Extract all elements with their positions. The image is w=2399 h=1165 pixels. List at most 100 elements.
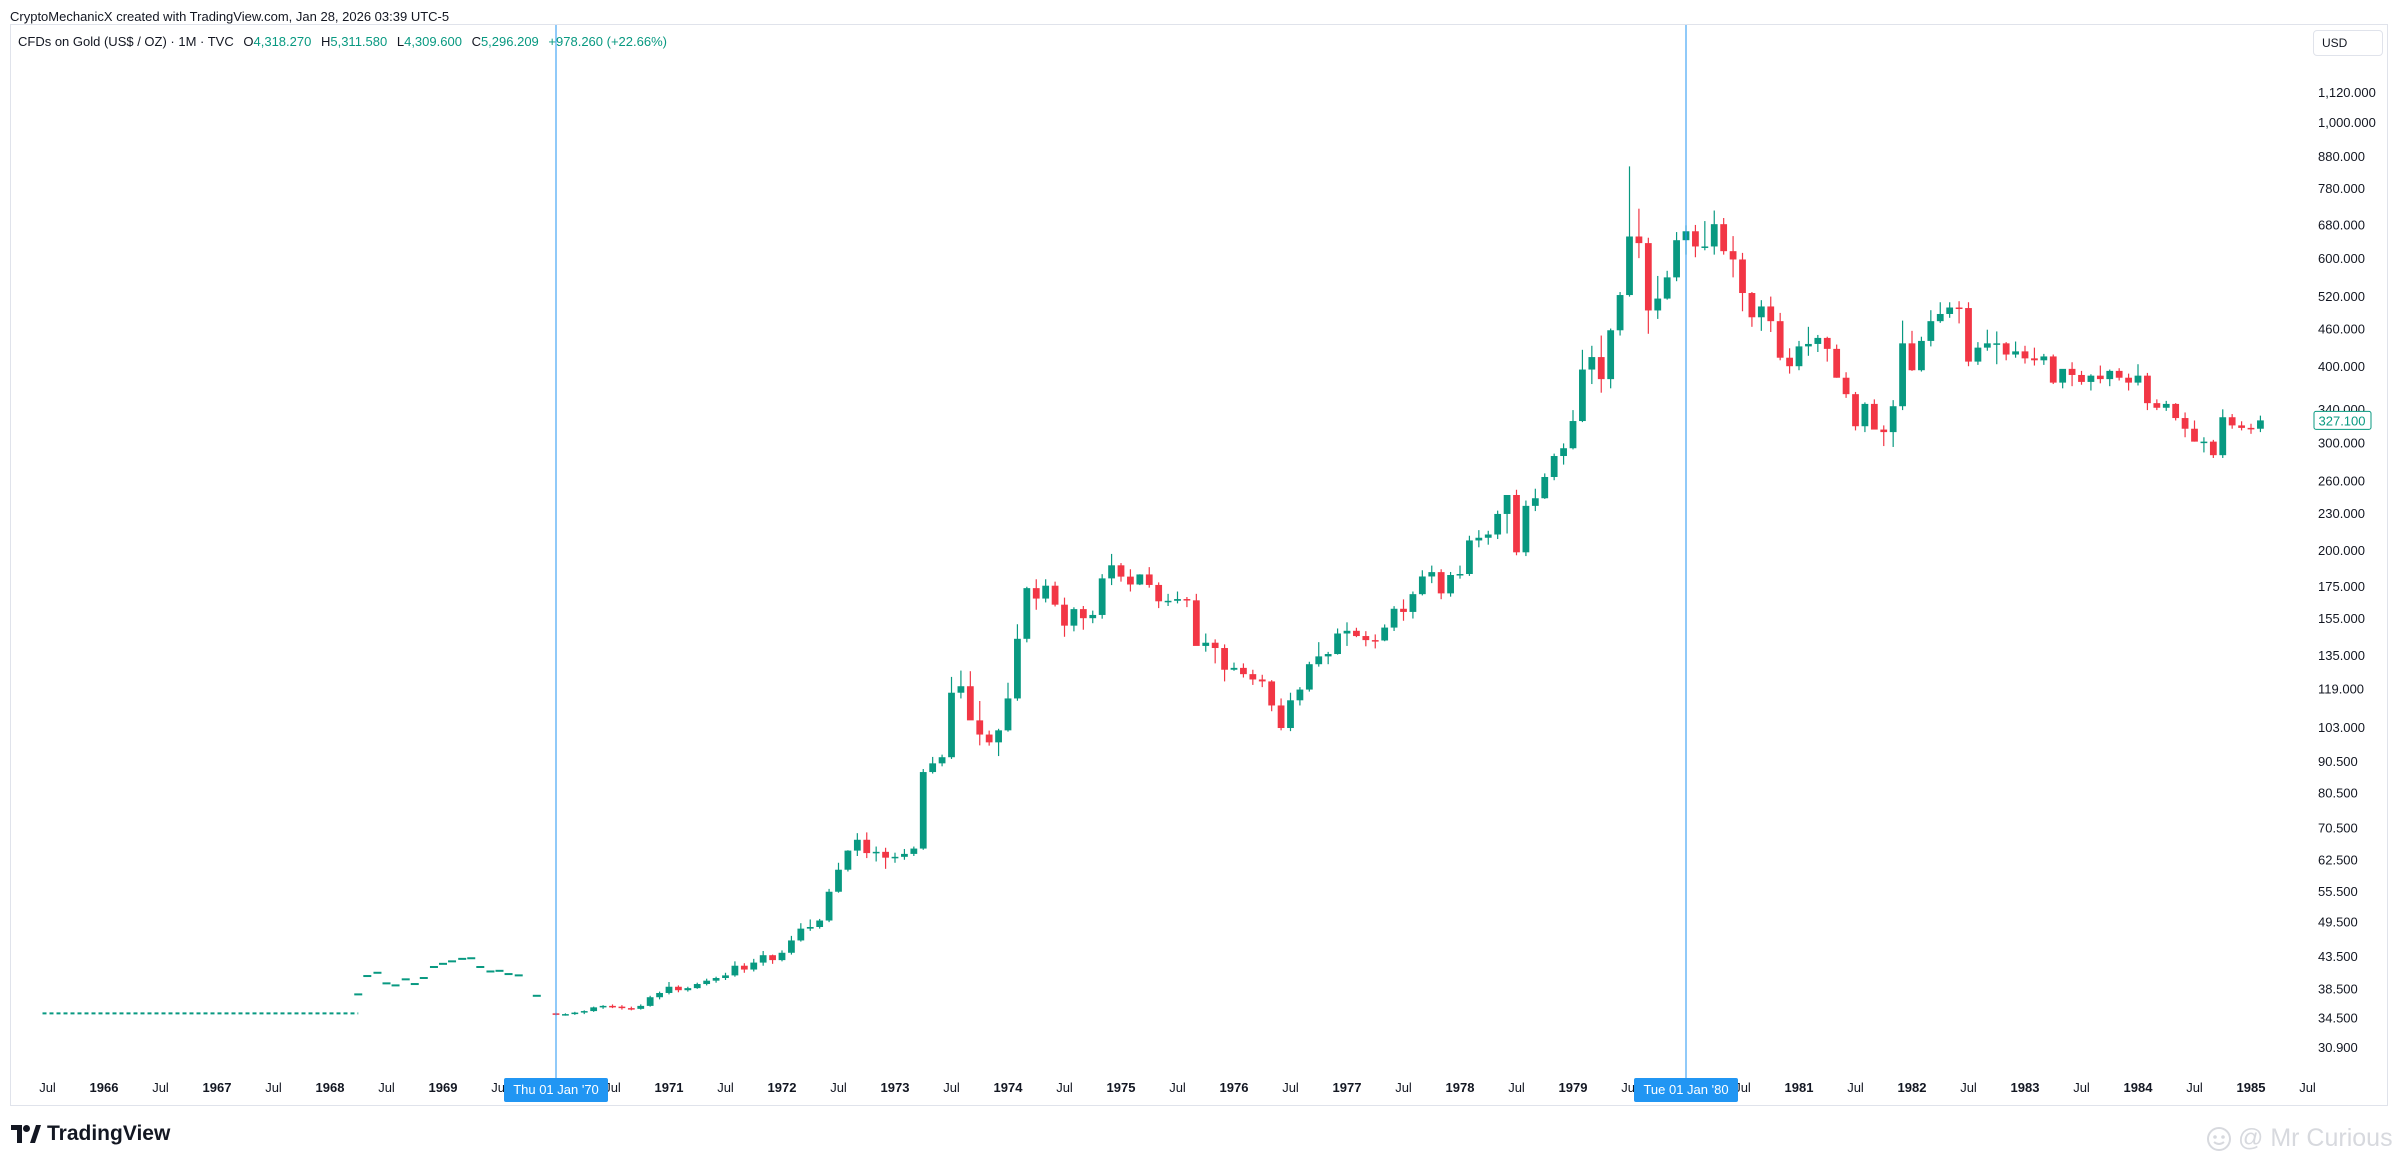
candle [2153, 399, 2161, 411]
candle [1014, 624, 1021, 701]
candle [1400, 599, 1407, 621]
time-tick-label: 1976 [1220, 1080, 1249, 1095]
candle-body [1230, 667, 1238, 670]
time-tick-label: Jul [491, 1080, 508, 1095]
time-axis: Jul 1966 Jul 1967 Jul 1968 Jul 1969 Jul Jul 1971 Ju… [39, 1080, 2316, 1095]
time-tick-label: 1969 [429, 1080, 458, 1095]
candle-body [1673, 240, 1680, 278]
price-tick-label: 62.500 [2318, 853, 2358, 868]
candle-body [1814, 337, 1822, 344]
candle [693, 982, 701, 989]
candle [571, 1011, 579, 1015]
candle [1776, 312, 1784, 361]
time-tick-label: 1967 [203, 1080, 232, 1095]
candle-body [1842, 377, 1850, 395]
candle-body [1635, 236, 1643, 244]
candle [1117, 563, 1125, 582]
candle [825, 888, 833, 923]
candle [1136, 574, 1144, 586]
candle [2059, 368, 2067, 389]
candle-body [1042, 585, 1050, 599]
candle [835, 862, 842, 893]
symbol-legend[interactable]: CFDs on Gold (US$ / OZ) · 1M · TVC O4,31… [18, 34, 667, 49]
candle-body [1334, 633, 1341, 655]
candle-body [1296, 689, 1304, 701]
candle-body [1757, 306, 1765, 318]
candle [646, 995, 654, 1007]
candle [1692, 224, 1699, 258]
candle-body [1240, 667, 1247, 675]
time-tick-label: 1972 [768, 1080, 797, 1095]
low-label: L [396, 34, 405, 49]
candle-body [825, 891, 833, 921]
price-tick-label: 680.000 [2318, 218, 2365, 233]
candle-body [1484, 534, 1492, 538]
candle-body [1371, 640, 1379, 642]
candle [1861, 402, 1869, 433]
candle [1852, 391, 1859, 431]
candle [1569, 410, 1577, 450]
candle-body [1079, 609, 1087, 619]
candle-body [1993, 343, 2001, 345]
candle-body [1579, 369, 1586, 422]
crosshair-date-label: Tue 01 Jan '80 [1643, 1082, 1728, 1097]
candle [590, 1006, 598, 1012]
candle [976, 700, 984, 746]
candle-body [985, 734, 993, 743]
candle [1644, 237, 1652, 334]
candle-body [1061, 604, 1068, 626]
candle [2115, 368, 2123, 381]
candle [957, 670, 965, 699]
candle [1597, 335, 1605, 393]
candle [985, 730, 993, 746]
candle [1494, 510, 1502, 540]
candle [948, 676, 955, 759]
candle-body [1701, 246, 1709, 248]
candle [863, 832, 871, 859]
candle-body [2153, 403, 2161, 408]
price-tick-label: 300.000 [2318, 435, 2365, 450]
candle [2012, 341, 2019, 358]
candle-body [571, 1012, 579, 1015]
candle [1023, 586, 1031, 643]
candle-body [1710, 224, 1718, 247]
candle [656, 991, 663, 1000]
candle-body [1268, 681, 1276, 706]
candle-body [1108, 565, 1115, 579]
candle [2049, 354, 2057, 385]
candle [665, 982, 673, 995]
candle-body [1136, 574, 1144, 585]
time-tick-label: 1971 [655, 1080, 684, 1095]
candle [1202, 633, 1210, 652]
candle-body [1202, 642, 1210, 646]
candle [2238, 421, 2245, 431]
watermark-text: @ Mr Curious [2238, 1124, 2393, 1152]
candle [1428, 565, 1436, 584]
candle [2247, 423, 2255, 434]
price-tick-label: 1,120.000 [2318, 85, 2376, 100]
price-tick-label: 880.000 [2318, 149, 2365, 164]
candle [1211, 639, 1219, 664]
candle [2172, 403, 2180, 421]
price-tick-label: 70.500 [2318, 821, 2358, 836]
candle-body [919, 772, 927, 849]
candle-body [1607, 330, 1615, 380]
candle [675, 985, 682, 993]
candle-body [872, 851, 880, 854]
candle-body [2247, 427, 2255, 430]
time-tick-label: 1978 [1446, 1080, 1475, 1095]
candle [2181, 412, 2189, 438]
time-tick-label: Jul [1960, 1080, 1977, 1095]
candle [1334, 628, 1341, 655]
price-tick-label: 155.000 [2318, 611, 2365, 626]
price-tick-label: 103.000 [2318, 720, 2365, 735]
tradingview-brand[interactable]: TradingView [11, 1122, 170, 1146]
candles [552, 166, 2264, 1016]
candle-body [1258, 679, 1266, 682]
currency-selector[interactable]: USD [2313, 30, 2383, 56]
candle [1098, 574, 1106, 619]
candle [2134, 364, 2142, 386]
time-tick-label: Jul [604, 1080, 621, 1095]
candle-body [656, 992, 663, 998]
